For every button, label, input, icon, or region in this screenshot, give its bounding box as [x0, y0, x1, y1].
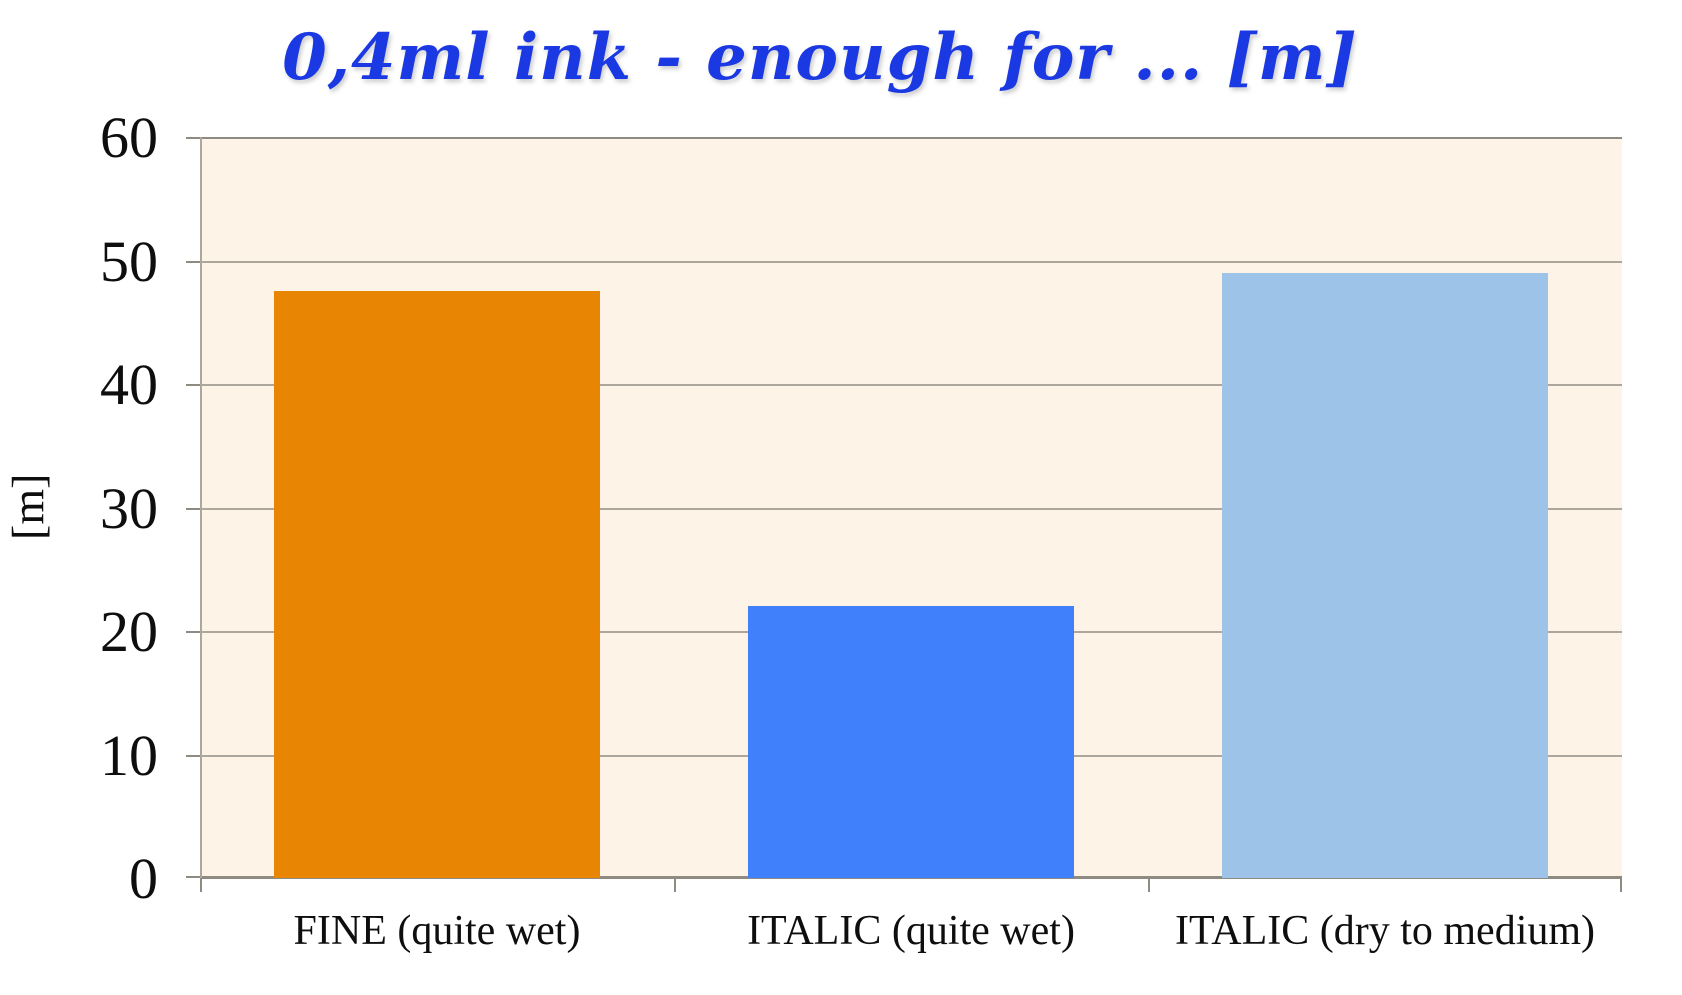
x-tick-label-2: ITALIC (quite wet) [747, 908, 1075, 954]
x-tick-mark-2 [1148, 878, 1150, 892]
y-axis-line [200, 137, 202, 878]
y-tick-label-20: 20 [100, 599, 158, 664]
y-tick-mark-20 [186, 631, 200, 633]
gridline-60 [200, 137, 1622, 139]
chart-title: 0,4ml ink - enough for ... [m] [282, 20, 1358, 95]
bar-3 [1222, 272, 1548, 878]
y-tick-label-50: 50 [100, 228, 158, 294]
y-tick-mark-30 [186, 507, 200, 510]
bar-1 [274, 291, 600, 878]
y-tick-mark-0 [186, 876, 200, 878]
x-tick-mark-0 [200, 878, 202, 892]
gridline-50 [200, 260, 1622, 263]
gridline-40 [200, 384, 1622, 386]
y-tick-label-30: 30 [100, 475, 158, 541]
plot-area [200, 137, 1622, 879]
x-tick-label-3: ITALIC (dry to medium) [1174, 908, 1596, 954]
x-tick-mark-3 [1620, 878, 1622, 892]
gridline-30 [200, 507, 1622, 510]
y-tick-mark-10 [186, 754, 200, 757]
y-tick-mark-60 [186, 137, 200, 139]
x-tick-mark-1 [674, 878, 676, 892]
y-tick-label-0: 0 [129, 846, 158, 911]
y-tick-label-60: 60 [100, 105, 158, 170]
y-tick-mark-40 [186, 384, 200, 386]
x-tick-label-1: FINE (quite wet) [293, 908, 581, 954]
y-tick-label-40: 40 [100, 352, 158, 417]
y-tick-mark-50 [186, 260, 200, 263]
bar-2 [748, 606, 1074, 878]
y-tick-label-10: 10 [100, 722, 158, 788]
